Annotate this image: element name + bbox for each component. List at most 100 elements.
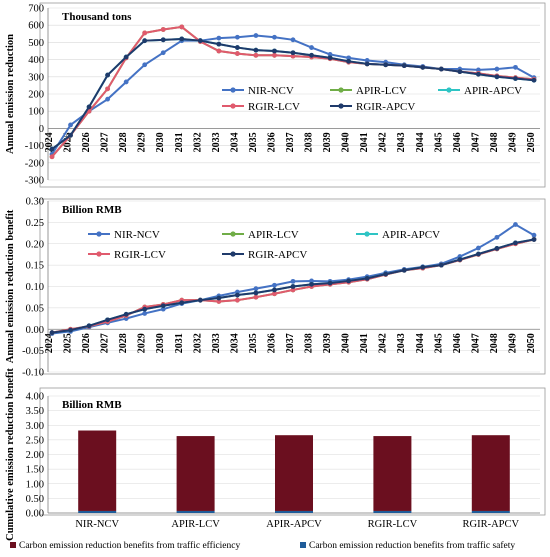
- x-tick-label: 2043: [396, 132, 407, 152]
- data-point-RGIR-APCV: [327, 280, 333, 286]
- y-tick-label: -0.10: [22, 368, 44, 379]
- x-tick-label: 2032: [192, 333, 203, 353]
- data-point-RGIR-APCV: [253, 290, 259, 296]
- y-tick-label: 0.30: [26, 197, 44, 208]
- bar-segment-traffic-efficiency: [471, 435, 510, 511]
- y-tick-label: -100: [25, 141, 44, 152]
- data-point-NIR-NCV: [142, 311, 148, 316]
- data-point-NIR-NCV: [216, 35, 222, 41]
- data-point-RGIR-APCV: [401, 267, 407, 273]
- unit-label: Billion RMB: [62, 204, 122, 216]
- data-point-RGIR-LCV: [216, 48, 222, 54]
- data-point-RGIR-APCV: [513, 76, 518, 81]
- y-tick-label: 600: [28, 21, 44, 32]
- x-tick-label: 2047: [470, 333, 481, 353]
- x-tick-label: 2036: [266, 333, 277, 353]
- x-tick-label: 2031: [174, 333, 185, 353]
- data-point-NIR-NCV: [531, 232, 537, 238]
- data-point-NIR-NCV: [513, 222, 518, 227]
- bar-segment-traffic-safety: [78, 510, 117, 513]
- bar-segment-traffic-safety: [373, 510, 412, 513]
- data-point-RGIR-APCV: [197, 297, 203, 303]
- data-point-RGIR-APCV: [290, 284, 296, 289]
- y-tick-label: 2.00: [26, 450, 44, 461]
- data-point-RGIR-APCV: [49, 330, 55, 336]
- bar-segment-traffic-safety: [275, 510, 313, 513]
- bar-segment-traffic-efficiency: [176, 436, 215, 511]
- data-point-NIR-NCV: [160, 50, 166, 56]
- bar-segment-traffic-safety: [471, 510, 510, 513]
- data-point-RGIR-LCV: [272, 52, 277, 58]
- data-point-NIR-NCV: [290, 37, 296, 43]
- x-tick-label: 2050: [526, 132, 537, 152]
- panel-border: [39, 2, 546, 188]
- data-point-RGIR-APCV: [438, 262, 444, 268]
- x-tick-label: 2039: [322, 333, 333, 353]
- bar-segment-traffic-efficiency: [275, 435, 313, 511]
- x-tick-label: 2047: [470, 132, 481, 152]
- data-point-NIR-NCV: [68, 122, 73, 128]
- x-tick-label: 2030: [155, 333, 166, 353]
- data-point-RGIR-APCV: [346, 58, 352, 64]
- bar-segment-traffic-efficiency: [78, 430, 117, 511]
- x-tick-label: 2049: [507, 333, 518, 353]
- y-tick-label: 0.10: [26, 282, 44, 293]
- data-point-NIR-NCV: [160, 306, 166, 312]
- data-point-RGIR-APCV: [86, 104, 92, 110]
- x-tick-label: 2037: [285, 132, 296, 152]
- data-point-RGIR-APCV: [123, 311, 129, 317]
- data-point-RGIR-APCV: [475, 71, 481, 77]
- x-tick-label: 2048: [489, 333, 500, 353]
- data-point-RGIR-APCV: [123, 54, 129, 60]
- y-tick-label: -0.05: [22, 346, 44, 357]
- data-point-RGIR-APCV: [531, 77, 537, 83]
- y-axis-title: Annual emission reduction benefit: [5, 209, 16, 363]
- data-point-NIR-NCV: [253, 286, 259, 292]
- data-point-NIR-NCV: [309, 45, 314, 50]
- data-point-NIR-NCV: [513, 64, 518, 70]
- legend-label: RGIR-LCV: [114, 249, 166, 261]
- data-point-NIR-NCV: [475, 245, 481, 251]
- x-tick-label: 2036: [266, 132, 277, 152]
- data-point-RGIR-APCV: [346, 278, 352, 284]
- data-point-RGIR-LCV: [253, 52, 259, 58]
- data-point-RGIR-APCV: [309, 281, 314, 287]
- x-tick-label: 2030: [155, 132, 166, 152]
- legend-label: APIR-APCV: [464, 85, 522, 97]
- x-tick-label: 2035: [248, 132, 259, 152]
- data-point-RGIR-APCV: [105, 317, 111, 323]
- legend-label: APIR-LCV: [356, 85, 407, 97]
- data-point-NIR-NCV: [123, 79, 129, 85]
- data-point-RGIR-APCV: [234, 292, 240, 298]
- data-point-NIR-NCV: [142, 62, 148, 68]
- x-tick-label: 2029: [137, 333, 148, 353]
- unit-label: Billion RMB: [62, 399, 122, 411]
- x-tick-label: 2029: [137, 132, 148, 152]
- data-point-NIR-NCV: [494, 66, 500, 72]
- data-point-RGIR-APCV: [216, 41, 222, 47]
- data-point-RGIR-APCV: [49, 146, 55, 152]
- legend-marker-RGIR-APCV: [230, 251, 236, 257]
- y-tick-label: 0.50: [26, 494, 44, 505]
- x-category-label: RGIR-LCV: [368, 519, 418, 530]
- data-point-RGIR-APCV: [494, 246, 500, 251]
- x-tick-label: 2038: [304, 333, 315, 353]
- data-point-NIR-NCV: [253, 33, 259, 38]
- data-point-NIR-NCV: [475, 67, 481, 73]
- legend-marker-RGIR-LCV: [230, 103, 236, 109]
- bar-segment-traffic-safety: [176, 510, 215, 513]
- x-tick-label: 2033: [211, 132, 222, 152]
- legend-marker-APIR-APCV: [364, 231, 370, 237]
- legend-marker-RGIR-LCV: [96, 251, 102, 257]
- data-point-RGIR-APCV: [142, 38, 148, 44]
- x-tick-label: 2045: [433, 333, 444, 353]
- data-point-RGIR-APCV: [142, 306, 148, 312]
- data-point-RGIR-APCV: [160, 303, 166, 309]
- data-point-RGIR-APCV: [197, 38, 203, 44]
- legend-label: NIR-NCV: [248, 85, 294, 97]
- x-tick-label: 2041: [359, 132, 370, 152]
- x-tick-label: 2024: [44, 333, 55, 353]
- data-point-NIR-NCV: [494, 234, 500, 240]
- x-tick-label: 2040: [341, 132, 352, 152]
- legend-marker-APIR-APCV: [446, 87, 452, 93]
